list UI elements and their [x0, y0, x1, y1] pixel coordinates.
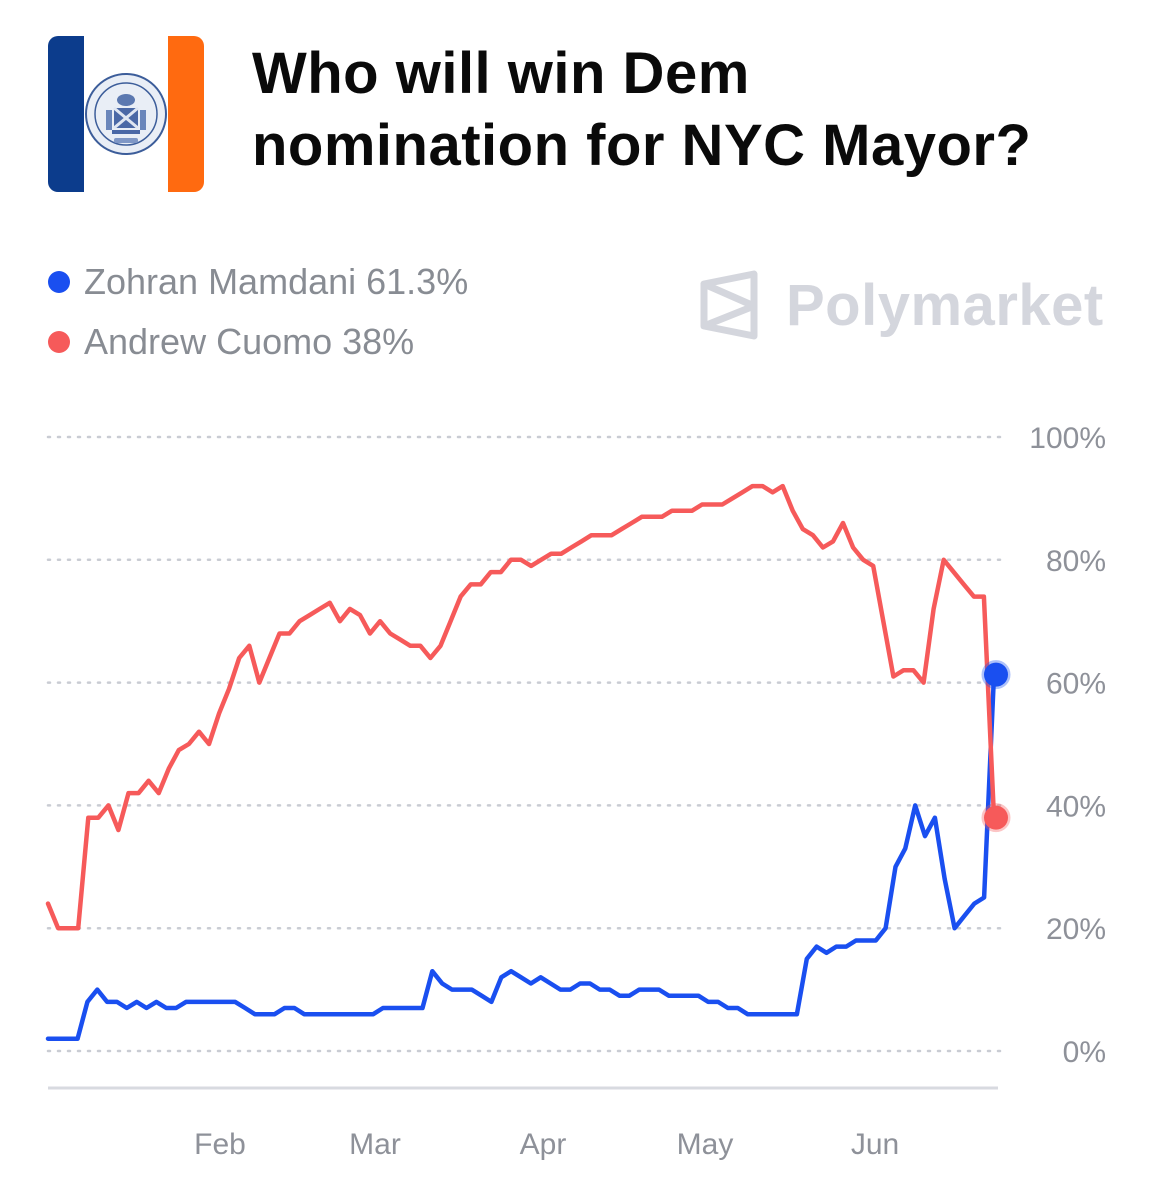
polymarket-logo-icon	[700, 270, 758, 340]
flag-blue-band	[48, 36, 84, 192]
legend-dot-cuomo	[48, 331, 70, 353]
legend-item-cuomo: Andrew Cuomo 38%	[48, 312, 468, 372]
nyc-flag-icon	[48, 36, 204, 192]
chart-legend: Zohran Mamdani 61.3% Andrew Cuomo 38%	[48, 252, 468, 372]
x-tick-label: Jun	[851, 1128, 899, 1161]
series-line-cuomo	[45, 483, 997, 931]
polymarket-wordmark: Polymarket	[786, 272, 1104, 338]
y-axis-ticks: 100% 80% 60% 40% 20% 0%	[1029, 422, 1106, 1069]
legend-dot-mamdani	[48, 271, 70, 293]
y-tick-label: 40%	[1046, 790, 1106, 823]
legend-label-cuomo: Andrew Cuomo 38%	[84, 321, 415, 362]
x-axis-ticks: Feb Mar Apr May Jun	[194, 1128, 899, 1161]
y-tick-label: 20%	[1046, 913, 1106, 946]
flag-orange-band	[168, 36, 204, 192]
x-tick-label: May	[677, 1128, 734, 1161]
legend-item-mamdani: Zohran Mamdani 61.3%	[48, 252, 468, 312]
y-tick-label: 0%	[1063, 1036, 1106, 1069]
end-marker-cuomo	[981, 803, 1011, 833]
x-tick-label: Apr	[520, 1128, 567, 1161]
y-tick-label: 100%	[1029, 422, 1106, 455]
price-chart: 100% 80% 60% 40% 20% 0% Feb Mar Apr May Jun	[45, 422, 1106, 1161]
x-tick-label: Feb	[194, 1128, 246, 1161]
nyc-seal-icon	[85, 73, 167, 155]
y-tick-label: 80%	[1046, 545, 1106, 578]
x-tick-label: Mar	[349, 1128, 401, 1161]
chart-series	[45, 483, 1011, 1041]
legend-label-mamdani: Zohran Mamdani 61.3%	[84, 261, 469, 302]
page-title: Who will win Dem nomination for NYC Mayo…	[252, 38, 1152, 182]
end-marker-mamdani	[981, 660, 1011, 690]
series-line-mamdani	[45, 672, 997, 1041]
title-line-2: nomination for NYC Mayor?	[252, 113, 1032, 178]
title-line-1: Who will win Dem	[252, 41, 750, 106]
polymarket-watermark: Polymarket	[698, 270, 1104, 340]
y-tick-label: 60%	[1046, 668, 1106, 701]
